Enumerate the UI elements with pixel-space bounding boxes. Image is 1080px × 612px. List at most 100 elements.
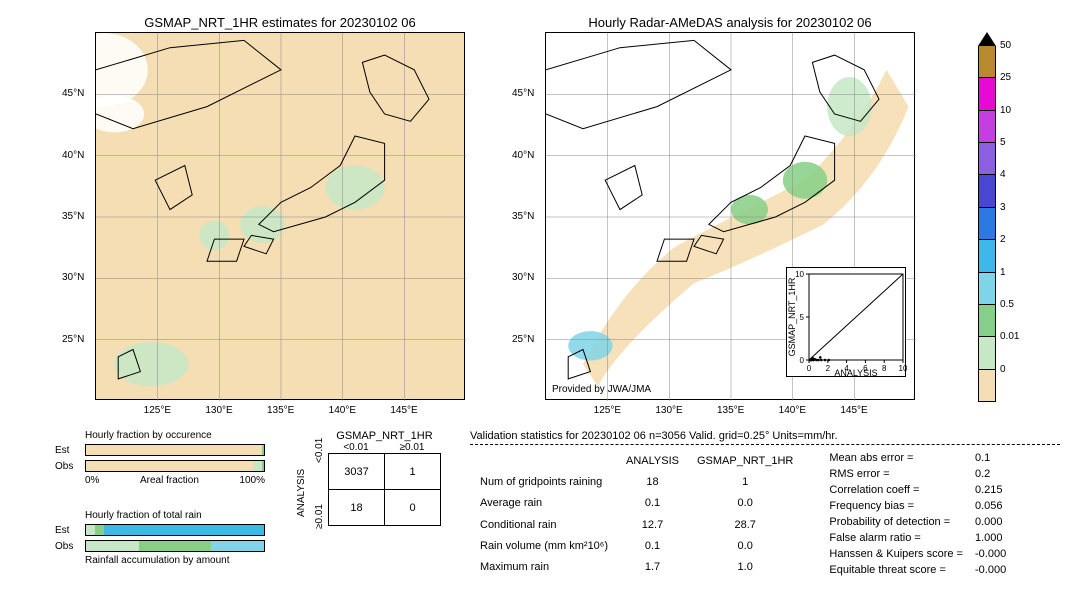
bar-row: Est <box>55 523 265 537</box>
radar-map-title: Hourly Radar-AMeDAS analysis for 2023010… <box>546 15 914 30</box>
ytick: 30°N <box>62 272 84 283</box>
stat-value: -0.000 <box>969 563 1010 577</box>
ytick: 35°N <box>62 211 84 222</box>
ytick: 25°N <box>62 334 84 345</box>
colorbar-segment <box>978 143 996 175</box>
val-cell: Maximum rain <box>472 558 616 577</box>
val-cell: Conditional rain <box>472 515 616 534</box>
bar-track <box>85 460 265 472</box>
ct-row-lbl-0: <0.01 <box>314 463 339 474</box>
xtick: 125°E <box>594 405 621 416</box>
val-cell: Average rain <box>472 493 616 512</box>
validation-title: Validation statistics for 20230102 06 n=… <box>470 430 1060 445</box>
stat-value: -0.000 <box>969 547 1010 561</box>
ct-cell-01: 1 <box>385 454 441 490</box>
colorbar-segment <box>978 305 996 337</box>
xtick-left: 0% <box>85 475 99 486</box>
bar-segment <box>139 541 210 551</box>
svg-text:2: 2 <box>826 364 831 373</box>
val-cell: 0.1 <box>618 493 687 512</box>
gsmap-map-svg <box>96 33 466 401</box>
colorbar: 502510543210.50.010 <box>978 32 996 402</box>
svg-text:5: 5 <box>800 313 805 322</box>
vh1: ANALYSIS <box>618 451 687 470</box>
stat-label: Correlation coeff = <box>825 483 967 497</box>
val-cell: 0.0 <box>689 493 801 512</box>
contingency-table: 30371 180 <box>328 453 441 526</box>
val-cell: 12.7 <box>618 515 687 534</box>
bar-label: Obs <box>55 541 85 552</box>
colorbar-segment <box>978 78 996 110</box>
hourly-total-panel: Hourly fraction of total rain EstObs Rai… <box>55 510 265 566</box>
stat-value: 0.2 <box>969 467 1010 481</box>
colorbar-segment <box>978 175 996 207</box>
colorbar-segment <box>978 111 996 143</box>
xtick: 135°E <box>267 405 294 416</box>
bar-label: Obs <box>55 461 85 472</box>
colorbar-tick: 1 <box>1000 267 1006 278</box>
xaxis-label: Areal fraction <box>140 475 199 486</box>
stat-value: 1.000 <box>969 531 1010 545</box>
vh0 <box>472 451 616 470</box>
colorbar-segment <box>978 370 996 402</box>
stat-label: Equitable threat score = <box>825 563 967 577</box>
xtick: 130°E <box>655 405 682 416</box>
colorbar-segment <box>978 273 996 305</box>
bar-row: Obs <box>55 539 265 553</box>
gsmap-map-title: GSMAP_NRT_1HR estimates for 20230102 06 <box>96 15 464 30</box>
bar-row: Obs <box>55 459 265 473</box>
ct-col-lbl-0: <0.01 <box>328 442 384 453</box>
gsmap-map-panel: GSMAP_NRT_1HR estimates for 20230102 06 … <box>95 32 465 400</box>
stat-value: 0.1 <box>969 451 1010 465</box>
svg-text:0: 0 <box>807 364 812 373</box>
radar-map-panel: Hourly Radar-AMeDAS analysis for 2023010… <box>545 32 915 400</box>
colorbar-tick: 5 <box>1000 137 1006 148</box>
hourly-occurrence-xaxis: 0% Areal fraction 100% <box>85 475 265 486</box>
colorbar-segment <box>978 337 996 369</box>
bar-track <box>85 524 265 536</box>
vh2: GSMAP_NRT_1HR <box>689 451 801 470</box>
xtick: 125°E <box>144 405 171 416</box>
colorbar-segment <box>978 46 996 78</box>
stat-value: 0.215 <box>969 483 1010 497</box>
validation-right-table: Mean abs error =0.1RMS error =0.2Correla… <box>823 449 1012 579</box>
hourly-occurrence-panel: Hourly fraction by occurence Est Obs 0% A… <box>55 430 265 486</box>
stat-label: Hanssen & Kuipers score = <box>825 547 967 561</box>
xtick: 145°E <box>840 405 867 416</box>
bar-segment <box>86 525 95 535</box>
svg-text:8: 8 <box>882 364 887 373</box>
bar-segment <box>86 461 253 471</box>
bar-track <box>85 444 265 456</box>
bar-segment <box>211 541 264 551</box>
ytick: 25°N <box>512 334 534 345</box>
val-cell: 1.0 <box>689 558 801 577</box>
stat-label: Probability of detection = <box>825 515 967 529</box>
stat-label: False alarm ratio = <box>825 531 967 545</box>
hourly-total-bottom-label: Rainfall accumulation by amount <box>85 555 265 566</box>
colorbar-tick: 3 <box>1000 202 1006 213</box>
svg-text:10: 10 <box>899 364 907 373</box>
val-cell: Num of gridpoints raining <box>472 472 616 491</box>
ytick: 45°N <box>62 88 84 99</box>
xtick: 140°E <box>779 405 806 416</box>
bar-segment <box>253 461 262 471</box>
hourly-occurrence-title: Hourly fraction by occurence <box>85 430 265 441</box>
xtick: 130°E <box>205 405 232 416</box>
scatter-inset: 02468100510ANALYSISGSMAP_NRT_1HR <box>786 267 906 377</box>
contingency-row-header: ANALYSIS <box>296 469 307 517</box>
bar-label: Est <box>55 445 85 456</box>
map-credit: Provided by JWA/JMA <box>552 384 651 395</box>
bar-segment <box>262 445 264 455</box>
xtick: 140°E <box>329 405 356 416</box>
val-cell: 0.0 <box>689 536 801 555</box>
scatter-svg: 02468100510ANALYSISGSMAP_NRT_1HR <box>787 268 907 378</box>
contingency-panel: GSMAP_NRT_1HR <0.01 ≥0.01 ANALYSIS 30371… <box>300 430 441 526</box>
colorbar-segment <box>978 240 996 272</box>
val-cell: 0.1 <box>618 536 687 555</box>
ct-cell-11: 0 <box>385 490 441 526</box>
svg-text:0: 0 <box>800 356 805 365</box>
ytick: 45°N <box>512 88 534 99</box>
val-cell: 1.7 <box>618 558 687 577</box>
val-cell: 18 <box>618 472 687 491</box>
colorbar-tick: 4 <box>1000 169 1006 180</box>
